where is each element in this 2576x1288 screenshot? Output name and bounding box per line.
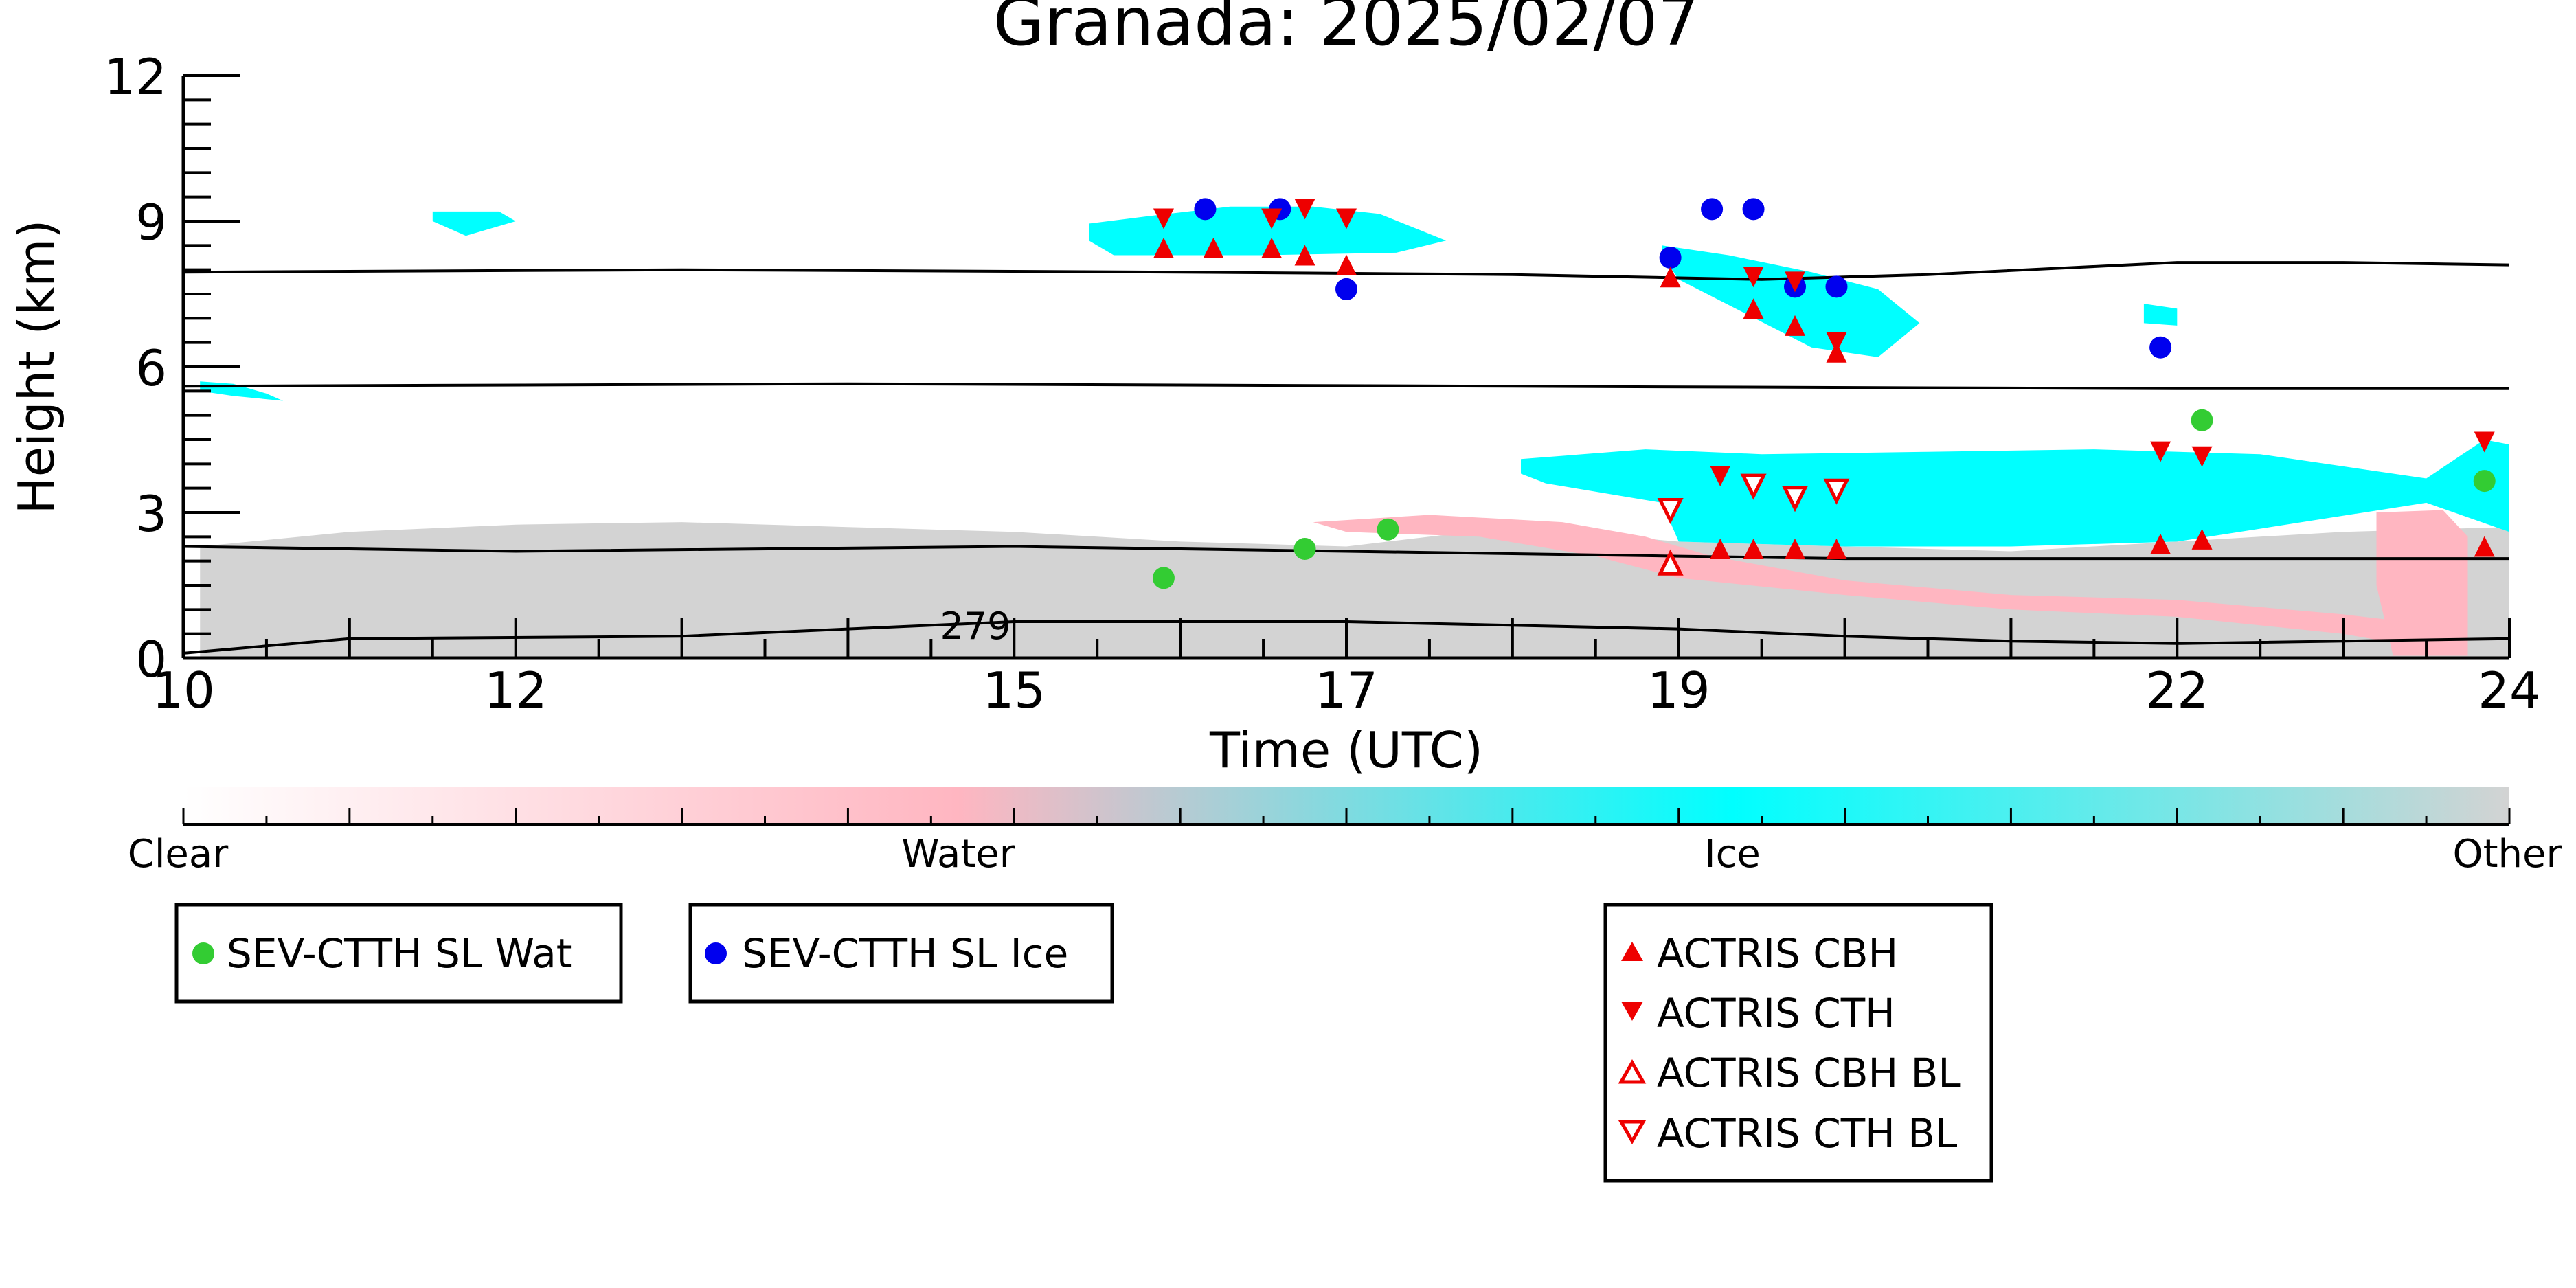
cloud-region-ice-1 xyxy=(1089,206,1447,256)
legend-sev-ice: SEV-CTTH SL Ice xyxy=(688,903,1114,1004)
marker-triangle-up-2-5 xyxy=(1660,267,1681,288)
marker-triangle-down-3-3 xyxy=(1336,208,1357,229)
legend-open-triangle-down-icon xyxy=(1618,1120,1647,1145)
legend-filled-triangle-down-icon xyxy=(1621,1002,1643,1021)
marker-triangle-up-open-4-0 xyxy=(1657,549,1684,576)
legend-label-sev-water: SEV-CTTH SL Wat xyxy=(227,930,572,977)
colorbar-label-ice: Ice xyxy=(1704,832,1761,877)
cloud-region-water-8 xyxy=(2376,510,2468,656)
colorbar-label-water: Water xyxy=(901,832,1016,877)
marker-triangle-down-3-4 xyxy=(1710,466,1731,486)
marker-triangle-down-3-8 xyxy=(2150,441,2171,462)
legend-label-actris-cbh-bl: ACTRIS CBH BL xyxy=(1657,1050,1961,1096)
marker-circle-1-2 xyxy=(1335,278,1357,300)
marker-triangle-down-3-2 xyxy=(1294,199,1315,220)
marker-circle-1-7 xyxy=(1825,275,1848,298)
marker-circle-1-4 xyxy=(1701,198,1724,221)
x-tick-label: 15 xyxy=(982,662,1046,719)
legend-filled-triangle-up-icon xyxy=(1621,942,1643,961)
y-tick-label: 12 xyxy=(104,48,167,106)
marker-triangle-down-3-6 xyxy=(1785,271,1806,293)
contour-line-1 xyxy=(183,382,2509,390)
x-tick-label: 24 xyxy=(2478,662,2541,719)
y-tick-label: 0 xyxy=(135,631,167,688)
chart-title: Granada: 2025/02/07 xyxy=(993,0,1699,60)
marker-circle-1-5 xyxy=(1742,198,1765,221)
marker-triangle-up-2-4 xyxy=(1336,254,1357,275)
x-axis-label: Time (UTC) xyxy=(1209,721,1483,779)
marker-triangle-up-2-12 xyxy=(1826,539,1847,559)
marker-triangle-up-2-6 xyxy=(1710,539,1731,559)
cloud-region-other-0 xyxy=(200,522,2509,658)
cloud-region-ice-3 xyxy=(200,381,284,401)
cloud-region-ice-5 xyxy=(2143,304,2178,326)
contour-label: 279 xyxy=(940,605,1010,648)
y-axis-label: Height (km) xyxy=(8,220,65,515)
legend-open-triangle-up-icon xyxy=(1618,1059,1647,1084)
legend-label-actris-cth-bl: ACTRIS CTH BL xyxy=(1657,1110,1957,1157)
y-tick-label: 6 xyxy=(135,339,167,397)
axes: 0 3 6 9 12 10 12 15 17 19 22 24 xyxy=(104,48,2540,719)
colorbar: Clear Water Ice Other xyxy=(128,787,2562,877)
cloud-region-ice-2 xyxy=(432,211,516,236)
marker-layer xyxy=(1152,198,2496,589)
legend-blue-circle-icon xyxy=(705,942,727,964)
legend-sev-water: SEV-CTTH SL Wat xyxy=(174,903,623,1004)
marker-triangle-down-3-5 xyxy=(1743,267,1764,288)
marker-circle-0-3 xyxy=(2191,409,2213,431)
marker-triangle-down-open-5-2 xyxy=(1781,486,1809,512)
marker-circle-0-0 xyxy=(1152,567,1175,589)
marker-circle-1-3 xyxy=(1659,247,1682,269)
marker-triangle-down-open-5-1 xyxy=(1740,473,1767,500)
y-tick-label: 9 xyxy=(135,194,167,251)
plot-area xyxy=(183,198,2509,658)
marker-triangle-down-3-7 xyxy=(1826,332,1847,353)
cloud-region-water-7 xyxy=(1313,515,2427,648)
marker-triangle-up-2-10 xyxy=(1785,539,1806,559)
marker-triangle-up-2-8 xyxy=(1743,539,1764,559)
marker-circle-0-1 xyxy=(1293,538,1316,560)
contour-line-2 xyxy=(183,545,2509,561)
marker-triangle-up-2-9 xyxy=(1785,315,1806,336)
marker-triangle-up-2-14 xyxy=(2191,528,2213,550)
x-tick-label: 17 xyxy=(1315,662,1378,719)
cloud-region-ice-6 xyxy=(1521,440,2509,547)
marker-triangle-down-3-9 xyxy=(2191,446,2213,467)
legend-label-actris-cbh: ACTRIS CBH xyxy=(1657,930,1898,977)
legend-actris: ACTRIS CBH ACTRIS CTH ACTRIS CBH BL ACTR… xyxy=(1603,903,1993,1183)
legend-label-actris-cth: ACTRIS CTH xyxy=(1657,990,1895,1037)
marker-triangle-up-2-15 xyxy=(2474,536,2495,557)
marker-circle-0-4 xyxy=(2473,470,2496,493)
marker-triangle-down-open-5-0 xyxy=(1657,497,1684,525)
marker-triangle-down-3-0 xyxy=(1153,208,1174,229)
marker-triangle-down-3-1 xyxy=(1261,208,1283,229)
marker-triangle-up-2-1 xyxy=(1203,237,1224,258)
x-tick-label: 10 xyxy=(152,662,215,719)
legend-green-circle-icon xyxy=(192,942,214,964)
marker-triangle-up-2-0 xyxy=(1153,237,1174,258)
colorbar-label-other: Other xyxy=(2452,832,2562,877)
marker-circle-0-2 xyxy=(1377,518,1399,541)
x-tick-label: 22 xyxy=(2145,662,2208,719)
x-tick-label: 19 xyxy=(1647,662,1710,719)
marker-triangle-up-2-13 xyxy=(2150,533,2171,554)
marker-triangle-up-2-7 xyxy=(1743,298,1764,319)
marker-circle-1-8 xyxy=(2149,336,2172,359)
marker-triangle-up-2-3 xyxy=(1294,245,1315,266)
legend-label-sev-ice: SEV-CTTH SL Ice xyxy=(742,930,1068,977)
marker-triangle-up-2-2 xyxy=(1261,237,1283,258)
marker-triangle-down-3-10 xyxy=(2474,431,2495,453)
y-tick-label: 3 xyxy=(135,485,167,543)
marker-triangle-down-open-5-3 xyxy=(1823,478,1850,505)
colorbar-ticks xyxy=(182,808,2511,824)
x-tick-label: 12 xyxy=(484,662,547,719)
cloud-layer xyxy=(200,206,2509,658)
cloud-region-ice-4 xyxy=(1662,245,1920,357)
colorbar-label-clear: Clear xyxy=(128,832,229,877)
marker-circle-1-0 xyxy=(1194,198,1217,221)
contour-line-0 xyxy=(183,261,2509,281)
